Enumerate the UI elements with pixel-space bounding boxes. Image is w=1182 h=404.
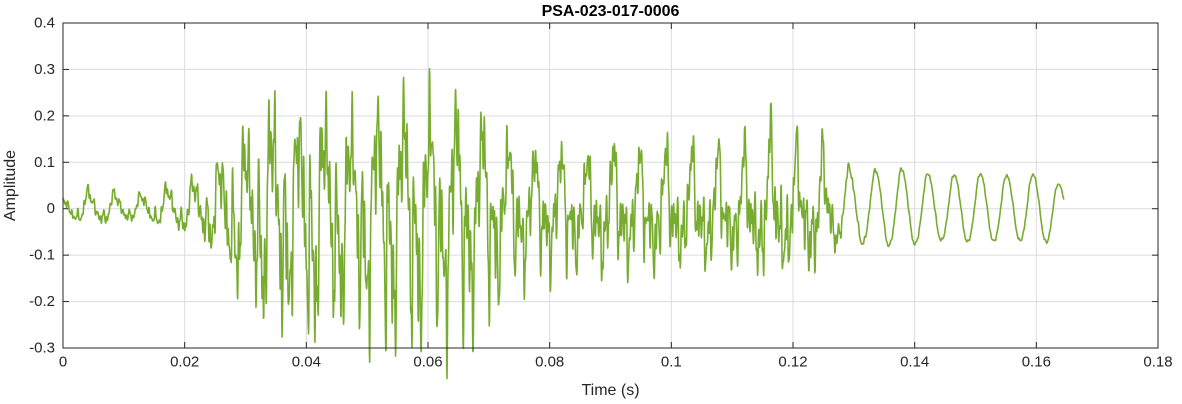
y-tick-label: -0.2 [29, 293, 55, 310]
x-tick-label: 0.14 [900, 353, 929, 370]
y-tick-label: 0.2 [34, 107, 55, 124]
y-tick-label: 0.1 [34, 154, 55, 171]
x-tick-label: 0.02 [170, 353, 199, 370]
y-tick-label: 0 [47, 200, 55, 217]
x-tick-label: 0 [59, 353, 67, 370]
axes-box [62, 22, 1159, 349]
x-tick-label: 0.1 [661, 353, 682, 370]
y-axis-label: Amplitude [2, 150, 19, 221]
x-axis-label: Time (s) [581, 382, 639, 399]
x-tick-label: 0.06 [413, 353, 442, 370]
x-tick-label: 0.16 [1022, 353, 1051, 370]
y-tick-label: -0.1 [29, 247, 55, 264]
x-tick-labels: 0 0.02 0.04 0.06 0.08 0.1 0.12 0.14 0.16 0.18 [59, 353, 1173, 370]
y-tick-labels: -0.3 -0.2 -0.1 0 0.1 0.2 0.3 0.4 [29, 15, 55, 357]
chart-title: PSA-023-017-0006 [542, 3, 680, 20]
x-tick-label: 0.04 [292, 353, 321, 370]
x-tick-label: 0.08 [535, 353, 564, 370]
y-tick-label: -0.3 [29, 340, 55, 357]
waveform-line [62, 67, 1065, 380]
y-tick-label: 0.3 [34, 61, 55, 78]
x-tick-label: 0.12 [778, 353, 807, 370]
x-tick-label: 0.18 [1143, 353, 1172, 370]
y-tick-label: 0.4 [34, 15, 55, 32]
